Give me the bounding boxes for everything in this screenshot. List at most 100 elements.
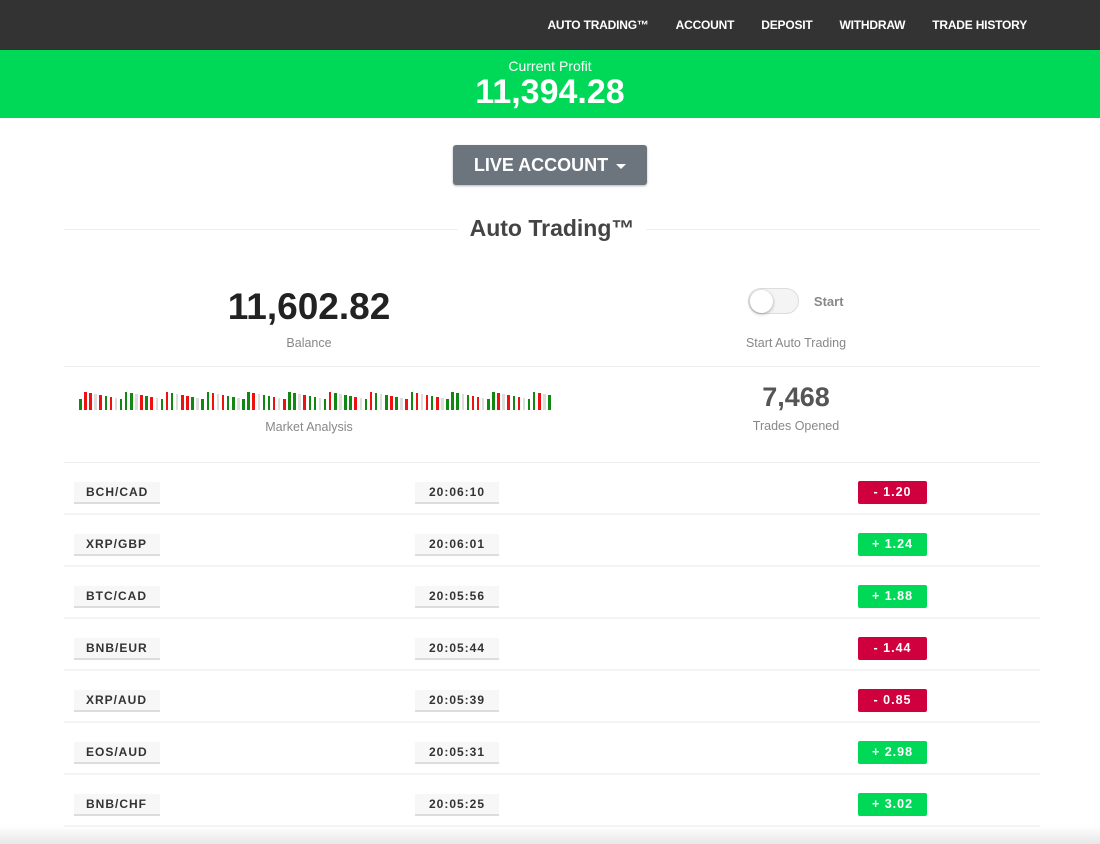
market-bar	[288, 392, 291, 410]
market-bar	[206, 392, 209, 410]
market-bar	[415, 393, 419, 410]
balance-value: 11,602.82	[227, 286, 391, 327]
market-bar	[257, 394, 260, 410]
live-account-dropdown[interactable]: LIVE ACCOUNT	[453, 145, 647, 185]
market-bar	[456, 393, 459, 410]
market-bar	[425, 395, 429, 410]
market-bar	[124, 392, 128, 410]
live-account-label: LIVE ACCOUNT	[473, 155, 609, 175]
trade-row: EOS/AUD 20:05:31 + 2.98	[64, 723, 1040, 775]
market-bar	[211, 393, 215, 410]
market-bar	[262, 395, 266, 410]
profit-label: Current Profit	[508, 58, 592, 74]
trade-row: BNB/EUR 20:05:44 - 1.44	[64, 619, 1040, 671]
trade-time: 20:05:39	[415, 690, 499, 712]
auto-trading-toggle[interactable]	[748, 288, 800, 314]
market-bar	[334, 393, 337, 410]
market-bar	[191, 397, 194, 410]
market-bar	[339, 394, 342, 410]
market-bar	[283, 399, 286, 410]
nav-auto-trading[interactable]: AUTO TRADING™	[547, 18, 649, 32]
market-bar	[186, 396, 189, 410]
nav-account[interactable]: ACCOUNT	[675, 18, 735, 32]
market-bar	[293, 393, 296, 410]
market-bar	[237, 398, 240, 410]
market-bar	[79, 399, 82, 410]
caret-down-icon	[616, 163, 627, 169]
balance-label: Balance	[286, 336, 332, 350]
market-bar	[441, 398, 444, 410]
nav-trade-history[interactable]: TRADE HISTORY	[932, 18, 1027, 32]
market-bar	[385, 395, 388, 410]
market-bar	[410, 392, 413, 410]
market-bar	[532, 392, 536, 410]
market-bar	[548, 395, 551, 410]
market-bar	[476, 397, 480, 410]
trade-time: 20:05:56	[415, 586, 499, 608]
trades-opened-value: 7,468	[762, 382, 830, 412]
market-bar	[318, 398, 322, 410]
trade-pair: XRP/GBP	[74, 534, 160, 556]
market-bar	[461, 394, 464, 410]
market-bar	[247, 392, 250, 410]
trade-change-badge: - 1.44	[858, 637, 927, 660]
trade-change-badge: + 2.98	[858, 741, 927, 764]
trade-pair: BCH/CAD	[74, 482, 160, 504]
market-bar	[502, 394, 505, 410]
market-bar	[543, 394, 546, 410]
market-bar	[323, 399, 327, 410]
market-bar	[354, 397, 357, 410]
market-analysis-label: Market Analysis	[265, 420, 353, 434]
trade-change-badge: + 1.88	[858, 585, 927, 608]
market-bar	[104, 396, 107, 410]
market-bar	[517, 397, 521, 410]
trade-row: BTC/CAD 20:05:56 + 1.88	[64, 567, 1040, 619]
market-bar	[135, 394, 138, 410]
trade-row: BNB/CHF 20:05:25 + 3.02	[64, 775, 1040, 827]
market-bar	[512, 396, 515, 410]
market-bar	[175, 394, 179, 410]
market-bar	[232, 397, 235, 410]
trade-row: BCH/CAD 20:06:10 - 1.20	[64, 463, 1040, 515]
market-bar	[349, 396, 352, 410]
trades-opened-label: Trades Opened	[752, 419, 840, 433]
market-bar	[155, 398, 158, 410]
market-bar	[497, 393, 500, 410]
market-bar	[379, 394, 383, 410]
trade-time: 20:05:44	[415, 638, 499, 660]
market-bar	[226, 396, 230, 410]
market-bar	[538, 393, 541, 410]
market-bar	[492, 392, 495, 410]
nav-deposit[interactable]: DEPOSIT	[761, 18, 813, 32]
nav-withdraw[interactable]: WITHDRAW	[839, 18, 906, 32]
toggle-label: Start	[813, 293, 844, 309]
trade-time: 20:06:01	[415, 534, 499, 556]
auto-trading-caption: Start Auto Trading	[745, 336, 847, 350]
market-bar	[420, 394, 424, 410]
profit-banner: Current Profit 11,394.28	[0, 50, 1100, 118]
trade-change-badge: - 1.20	[858, 481, 927, 504]
market-bar	[114, 398, 118, 410]
market-bar	[196, 398, 199, 410]
trade-change-badge: + 1.24	[858, 533, 927, 556]
trade-time: 20:06:10	[415, 482, 499, 504]
market-bar	[130, 393, 133, 410]
market-bar	[84, 392, 87, 410]
market-bar	[170, 393, 174, 410]
trade-time: 20:05:25	[415, 794, 499, 816]
market-bar	[430, 396, 434, 410]
top-nav: AUTO TRADING™ ACCOUNT DEPOSIT WITHDRAW T…	[0, 0, 1100, 50]
market-bar	[109, 397, 113, 410]
market-bar	[344, 395, 347, 410]
trade-change-badge: - 0.85	[858, 689, 927, 712]
market-bar	[201, 399, 204, 410]
trade-pair: XRP/AUD	[74, 690, 160, 712]
trades-list: BCH/CAD 20:06:10 - 1.20 XRP/GBP 20:06:01 …	[64, 463, 1040, 827]
market-bar	[119, 399, 123, 410]
market-bar	[277, 398, 281, 410]
trade-pair: EOS/AUD	[74, 742, 160, 764]
market-bar	[369, 392, 373, 410]
market-bar	[527, 399, 531, 410]
trade-pair: BNB/EUR	[74, 638, 160, 660]
market-bar	[252, 393, 255, 410]
